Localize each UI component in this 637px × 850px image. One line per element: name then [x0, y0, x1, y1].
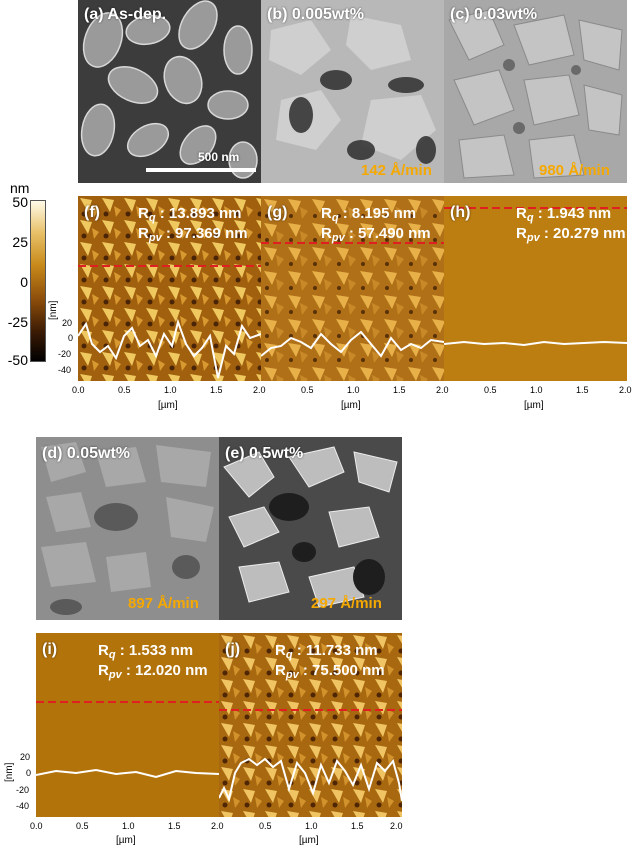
x-tick: 2.0	[436, 385, 449, 395]
x-tick: 0.0	[30, 821, 43, 831]
height-profile	[261, 330, 444, 358]
colorbar-tick: -50	[7, 352, 28, 368]
x-tick: 1.0	[122, 821, 135, 831]
sem-panel-b: (b) 0.005wt% 142 Å/min	[261, 0, 444, 183]
x-tick: 2.0	[253, 385, 266, 395]
y-axis-unit: [nm]	[48, 300, 59, 320]
afm-panel-h: (h) Rq : 1.943 nm Rpv : 20.279 nm	[444, 196, 627, 381]
colorbar-unit: nm	[10, 180, 30, 196]
x-tick: 0.5	[118, 385, 131, 395]
x-tick: 1.5	[168, 821, 181, 831]
y-tick: -40	[16, 801, 30, 811]
y-tick: -20	[58, 349, 72, 359]
x-tick: 1.5	[393, 385, 406, 395]
sem-image-c	[444, 0, 627, 183]
rpv-stat-f: Rpv : 97.369 nm	[138, 225, 248, 244]
scale-bar-label: 500 nm	[198, 150, 240, 164]
etch-rate-b: 142 Å/min	[361, 162, 432, 179]
x-axis-unit: [µm]	[158, 400, 178, 411]
colorbar-gradient	[30, 200, 46, 362]
sem-image-b	[261, 0, 444, 183]
x-tick: 0.5	[76, 821, 89, 831]
x-tick: 0.5	[301, 385, 314, 395]
x-tick: 1.0	[530, 385, 543, 395]
panel-label-g: (g)	[267, 204, 288, 221]
x-tick: 1.0	[164, 385, 177, 395]
afm-panel-j: (j) Rq : 11.733 nm Rpv : 75.500 nm	[219, 633, 402, 817]
height-profile	[219, 757, 402, 803]
rpv-stat-h: Rpv : 20.279 nm	[516, 225, 626, 244]
panel-label-f: (f)	[84, 204, 100, 221]
afm-panel-g: (g) Rq : 8.195 nm Rpv : 57.490 nm	[261, 196, 444, 381]
x-tick: 2.0	[211, 821, 224, 831]
y-tick: 20	[20, 752, 31, 762]
afm-image-g	[261, 196, 444, 381]
panel-label-j: (j)	[225, 641, 241, 658]
afm-panel-i: (i) Rq : 1.533 nm Rpv : 12.020 nm	[36, 633, 219, 817]
colorbar: nm 50 25 0 -25 -50	[0, 180, 50, 380]
y-tick: -20	[16, 785, 30, 795]
x-tick: 0.5	[484, 385, 497, 395]
colorbar-tick: 0	[20, 274, 28, 290]
rq-stat-g: Rq : 8.195 nm	[321, 205, 417, 224]
panel-label-e: (e) 0.5wt%	[225, 445, 304, 462]
panel-label-c: (c) 0.03wt%	[450, 6, 538, 23]
panel-label-a: (a) As-dep.	[84, 6, 167, 23]
x-tick: 1.5	[210, 385, 223, 395]
height-profile	[444, 340, 627, 347]
afm-image-j	[219, 633, 402, 817]
x-tick: 1.5	[351, 821, 364, 831]
rpv-stat-j: Rpv : 75.500 nm	[275, 662, 385, 681]
y-tick: -40	[58, 365, 72, 375]
x-tick: 2.0	[619, 385, 632, 395]
x-tick: 1.5	[576, 385, 589, 395]
height-profile	[36, 768, 219, 779]
sem-image-d	[36, 437, 219, 620]
panel-label-b: (b) 0.005wt%	[267, 6, 364, 23]
panel-label-i: (i)	[42, 641, 58, 658]
x-tick: 1.0	[347, 385, 360, 395]
x-tick: 2.0	[390, 821, 403, 831]
sem-panel-d: (d) 0.05wt% 897 Å/min	[36, 437, 219, 620]
x-tick: 0.5	[259, 821, 272, 831]
afm-image-h	[444, 196, 627, 381]
rq-stat-h: Rq : 1.943 nm	[516, 205, 612, 224]
x-tick: 1.0	[305, 821, 318, 831]
x-axis-unit: [µm]	[116, 835, 136, 846]
afm-image-f	[78, 196, 261, 381]
height-profile	[78, 318, 261, 379]
y-tick: 20	[62, 318, 73, 328]
x-axis-unit: [µm]	[341, 400, 361, 411]
x-axis-unit: [µm]	[524, 400, 544, 411]
x-axis-unit: [µm]	[299, 835, 319, 846]
sem-panel-c: (c) 0.03wt% 980 Å/min	[444, 0, 627, 183]
rpv-stat-g: Rpv : 57.490 nm	[321, 225, 431, 244]
panel-label-d: (d) 0.05wt%	[42, 445, 131, 462]
y-axis-unit: [nm]	[4, 762, 15, 782]
afm-image-i	[36, 633, 219, 817]
sem-panel-a: (a) As-dep. 500 nm	[78, 0, 261, 183]
colorbar-tick: 50	[12, 194, 28, 210]
x-tick: 0.0	[72, 385, 85, 395]
sem-panel-e: (e) 0.5wt% 297 Å/min	[219, 437, 402, 620]
panel-label-h: (h)	[450, 204, 471, 221]
etch-rate-c: 980 Å/min	[539, 162, 610, 179]
etch-rate-e: 297 Å/min	[311, 595, 382, 612]
rq-stat-i: Rq : 1.533 nm	[98, 642, 194, 661]
colorbar-tick: -25	[7, 314, 28, 330]
y-tick: 0	[68, 333, 74, 343]
sem-image-e	[219, 437, 402, 620]
rpv-stat-i: Rpv : 12.020 nm	[98, 662, 208, 681]
afm-panel-f: (f) Rq : 13.893 nm Rpv : 97.369 nm	[78, 196, 261, 381]
rq-stat-f: Rq : 13.893 nm	[138, 205, 242, 224]
scale-bar	[146, 168, 256, 172]
sem-image-a	[78, 0, 261, 183]
colorbar-tick: 25	[12, 234, 28, 250]
y-tick: 0	[26, 768, 32, 778]
rq-stat-j: Rq : 11.733 nm	[275, 642, 378, 661]
etch-rate-d: 897 Å/min	[128, 595, 199, 612]
